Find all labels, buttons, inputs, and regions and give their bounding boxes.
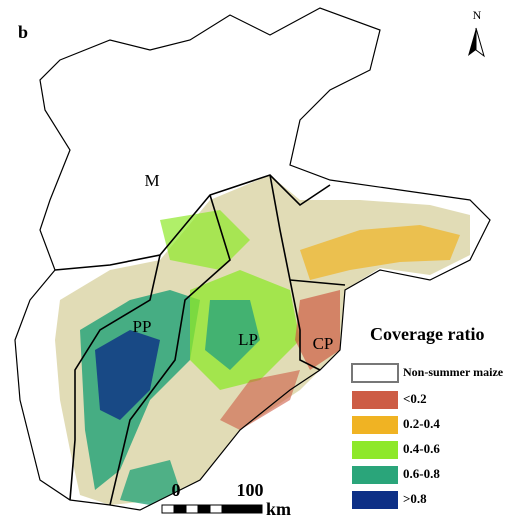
north-label: N bbox=[473, 8, 482, 22]
legend-label: 0.4-0.6 bbox=[403, 441, 440, 456]
legend-label: >0.8 bbox=[403, 491, 427, 506]
subregion-boundaries bbox=[54, 174, 346, 506]
legend-swatch bbox=[352, 391, 398, 409]
north-arrow-icon bbox=[468, 27, 485, 58]
legend-title: Coverage ratio bbox=[370, 324, 484, 344]
scale-label: 0 bbox=[172, 480, 181, 500]
legend-swatch bbox=[352, 416, 398, 434]
region-outline bbox=[14, 7, 491, 511]
region-label: LP bbox=[238, 330, 258, 349]
region-label: M bbox=[144, 171, 159, 190]
legend-swatch bbox=[352, 441, 398, 459]
legend-swatch bbox=[352, 466, 398, 484]
region-label: PP bbox=[133, 317, 152, 336]
legend-swatch bbox=[351, 363, 399, 383]
legend: Non-summer maize <0.2 0.2-0.4 0.4-0.6 0.6-0.… bbox=[351, 363, 504, 509]
coverage-patches bbox=[55, 175, 470, 505]
region-label: CP bbox=[313, 334, 334, 353]
legend-label: 0.6-0.8 bbox=[403, 466, 440, 481]
legend-label: 0.2-0.4 bbox=[403, 416, 440, 431]
scale-label: 100 bbox=[237, 480, 264, 500]
panel-label: b bbox=[18, 22, 28, 42]
legend-swatch bbox=[352, 491, 398, 509]
legend-label: <0.2 bbox=[403, 391, 427, 406]
scale-unit: km bbox=[266, 499, 291, 519]
scale-bar bbox=[161, 504, 263, 514]
legend-label: Non-summer maize bbox=[403, 365, 504, 379]
